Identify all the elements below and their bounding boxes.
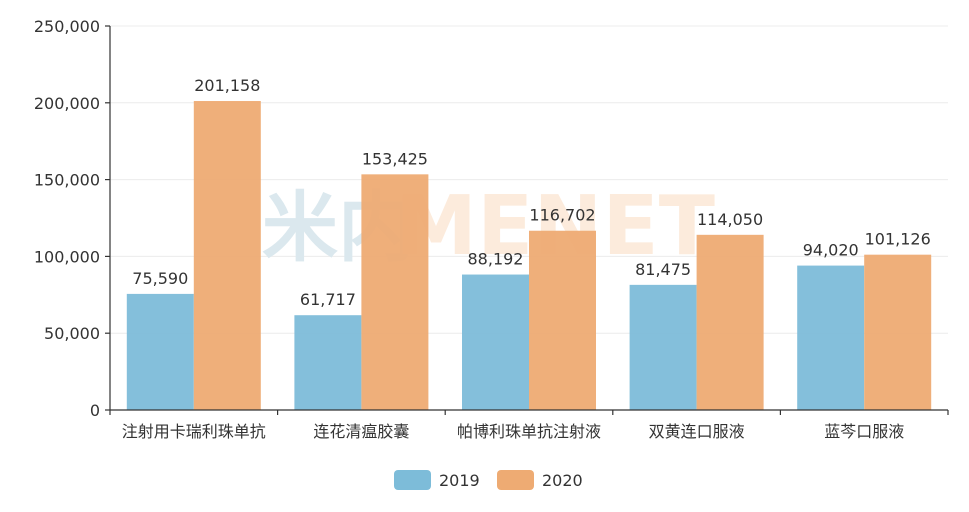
bar-2019-1[interactable] — [294, 315, 362, 410]
bar-2019-4[interactable] — [797, 265, 865, 410]
legend-label: 2019 — [439, 471, 480, 490]
x-tick-label: 连花清瘟胶囊 — [313, 422, 409, 441]
bar-2020-0[interactable] — [193, 101, 261, 411]
legend-item-2020[interactable]: 2020 — [497, 470, 583, 490]
data-label: 116,702 — [529, 206, 595, 225]
data-label: 101,126 — [865, 230, 931, 249]
x-tick-label: 双黄连口服液 — [649, 422, 745, 441]
x-tick-label: 蓝芩口服液 — [824, 422, 904, 441]
y-tick-label: 250,000 — [34, 17, 100, 36]
data-label: 88,192 — [468, 250, 524, 269]
bar-2020-2[interactable] — [529, 230, 596, 410]
bar-2019-2[interactable] — [462, 274, 529, 410]
data-label: 81,475 — [635, 260, 691, 279]
data-label: 153,425 — [362, 149, 428, 168]
bar-2020-4[interactable] — [864, 254, 932, 410]
y-tick-label: 50,000 — [44, 324, 100, 343]
axes: 0 50,000 100,000 150,000 200,000 250,000 注射用卡瑞… — [34, 17, 949, 441]
data-label: 201,158 — [194, 76, 260, 95]
y-tick-label: 150,000 — [34, 171, 100, 190]
data-label: 114,050 — [697, 210, 763, 229]
legend: 2019 2020 — [394, 470, 583, 490]
data-label: 75,590 — [132, 269, 188, 288]
x-tick-label: 注射用卡瑞利珠单抗 — [122, 422, 266, 441]
y-tick-label: 100,000 — [34, 247, 100, 266]
legend-label: 2020 — [542, 471, 583, 490]
data-label: 61,717 — [300, 290, 356, 309]
y-tick-label: 200,000 — [34, 94, 100, 113]
data-label: 94,020 — [803, 241, 859, 260]
bar-2019-3[interactable] — [629, 284, 697, 410]
bar-2020-3[interactable] — [696, 234, 764, 410]
bar-2020-1[interactable] — [361, 174, 429, 410]
x-tick-label: 帕博利珠单抗注射液 — [457, 422, 601, 441]
legend-item-2019[interactable]: 2019 — [394, 470, 480, 490]
bar-2019-0[interactable] — [126, 293, 194, 410]
y-tick-label: 0 — [90, 401, 100, 420]
bar-series — [126, 101, 932, 411]
data-labels: 75,590 61,717 88,192 81,475 94,020 201,158 153… — [132, 76, 930, 309]
legend-swatch — [497, 470, 534, 490]
legend-swatch — [394, 470, 431, 490]
